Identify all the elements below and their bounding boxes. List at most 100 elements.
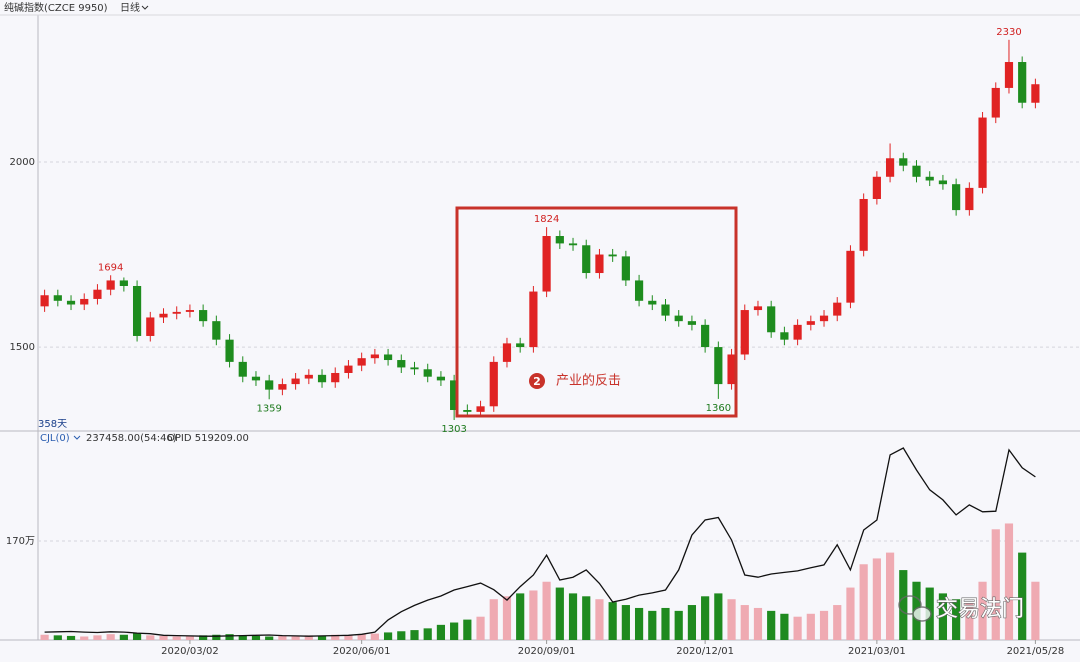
low-label: 1303 [441, 424, 466, 435]
volume-bar [568, 593, 578, 640]
candle-body [965, 187, 974, 211]
candle-body [450, 380, 459, 411]
candle-body [582, 245, 591, 274]
oi-readout: OPID 519209.00 [167, 433, 249, 444]
open-interest-line [44, 447, 1036, 637]
volume-bar [621, 605, 630, 640]
candle-body [753, 306, 763, 311]
candle-body [701, 324, 710, 348]
x-tick-label: 2020/09/01 [518, 646, 576, 657]
candle-body [621, 256, 630, 281]
chevron [73, 435, 81, 440]
chart-title: 纯碱指数(CZCE 9950) [4, 1, 108, 14]
volume-bar [344, 635, 353, 640]
volume-bar [225, 634, 234, 640]
candle-body [146, 317, 155, 336]
candle-body [885, 158, 895, 177]
volume-bar [555, 587, 564, 640]
x-tick-label: 2020/03/02 [161, 646, 219, 657]
candle-body [833, 302, 842, 316]
volume-bar [952, 599, 961, 640]
volume-bar [106, 634, 115, 640]
candle-body [185, 310, 195, 312]
candle-body [595, 254, 604, 274]
candle-body [516, 343, 525, 348]
candle-body [925, 176, 934, 181]
period-selector[interactable]: 日线 [120, 1, 140, 14]
candle-body [370, 354, 379, 359]
volume-bar [819, 610, 829, 640]
x-tick-label: 2021/05/28 [1007, 646, 1065, 657]
volume-bar [502, 596, 512, 640]
candle-body [555, 236, 564, 244]
volume-bar [991, 529, 1000, 640]
candle-body [40, 295, 49, 307]
bar-count: 358天 [38, 419, 67, 430]
volume-bar [423, 628, 432, 640]
candle-body [872, 176, 881, 199]
watermark: 交易法门 [936, 597, 1024, 622]
volume-bar [212, 634, 221, 640]
candle-body [502, 343, 512, 362]
candle-body [212, 321, 221, 340]
high-label: 2330 [996, 27, 1021, 38]
candle-body [278, 384, 287, 390]
high-label: 1694 [98, 262, 123, 273]
candle-body [899, 158, 908, 166]
volume-bar [278, 635, 287, 640]
candle-body [199, 310, 208, 322]
volume-bar [172, 636, 181, 640]
volume-bar [965, 602, 974, 640]
volume-bar [357, 634, 366, 640]
candle-body [634, 280, 644, 301]
candle-body [93, 289, 102, 299]
high-label: 1824 [534, 214, 559, 225]
candle-body [265, 380, 274, 390]
x-tick-label: 2020/06/01 [333, 646, 391, 657]
volume-bar [317, 635, 327, 640]
volume-bar [740, 605, 749, 640]
candle-body [304, 374, 313, 379]
y-tick-label: 2000 [10, 157, 35, 168]
volume-bar [608, 602, 617, 640]
volume-bar [93, 635, 102, 640]
volume-bar [806, 613, 815, 640]
x-tick-label: 2021/03/01 [848, 646, 906, 657]
volume-bar [833, 605, 842, 640]
indicator-selector[interactable]: CJL(0) [40, 433, 70, 444]
volume-bar [463, 619, 472, 640]
volume-bar [753, 607, 763, 640]
candle-body [740, 310, 749, 355]
volume-bar [251, 635, 261, 640]
candle-body [727, 354, 736, 385]
watermark-icon [898, 595, 932, 622]
candle-body [119, 280, 128, 286]
volume-bar [410, 630, 419, 640]
y-tick-label: 1500 [10, 342, 35, 353]
volume-bar [582, 596, 591, 640]
annotation-badge [529, 373, 545, 389]
volume-bar [119, 634, 128, 640]
chevron [141, 5, 149, 10]
candle-body [529, 291, 538, 348]
candle-body [172, 311, 181, 314]
candle-body [767, 306, 776, 333]
volume-bar [780, 613, 789, 640]
volume-bar [185, 635, 195, 640]
candle-body [66, 300, 76, 305]
volume-bar [370, 633, 379, 640]
volume-bar [1031, 581, 1040, 640]
volume-bar [397, 631, 406, 640]
volume-bar [634, 607, 644, 640]
volume-bar [199, 635, 208, 640]
volume-bar [727, 599, 736, 640]
volume-bar [516, 593, 525, 640]
candle-body [397, 360, 406, 368]
volume-bar [450, 622, 459, 640]
candle-body [859, 198, 868, 251]
candle-body [423, 369, 432, 377]
candle-body [674, 315, 683, 322]
volume-readout: 237458.00(54:46) [86, 433, 177, 444]
